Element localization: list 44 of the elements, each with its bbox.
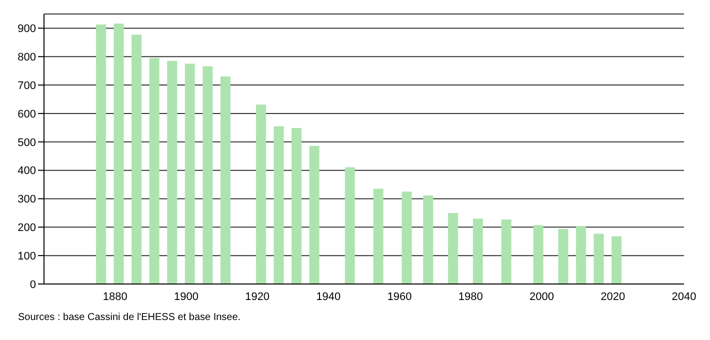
x-tick-label: 2040 [672,290,696,303]
x-tick-label: 1900 [174,290,198,303]
bar [96,24,106,284]
bar [256,104,266,284]
bar [423,195,434,284]
x-tick-label: 1880 [102,290,128,303]
x-tick-label: 2000 [530,290,554,303]
x-tick-label: 1960 [387,290,412,303]
source-note: Sources : base Cassini de l'EHESS et base Insee. [18,312,242,323]
bar [373,188,384,284]
x-tick-label: 1980 [458,290,483,303]
bar [558,228,568,284]
y-tick-label: 200 [18,222,36,234]
y-tick-label: 600 [18,108,36,120]
bar [344,167,355,284]
bar [402,192,412,284]
bar [167,60,178,284]
x-tick-label: 2020 [600,290,626,303]
bar [594,234,604,284]
y-tick-label: 400 [18,165,36,178]
bar [220,76,230,284]
bar [184,64,195,284]
y-tick-label: 700 [18,80,36,92]
bar [202,66,213,284]
bar [309,146,320,284]
bar [274,126,284,284]
bar [114,24,124,284]
bar [501,219,512,284]
x-tick-label: 1920 [245,290,270,303]
bar [612,236,622,284]
bar [292,128,302,284]
y-tick-label: 800 [18,52,36,64]
bar [472,218,483,284]
bar [448,212,458,284]
x-tick-label: 1940 [316,290,341,303]
bar [149,58,160,284]
y-tick-label: 300 [18,194,36,206]
y-tick-label: 0 [30,278,36,291]
bar [576,226,586,284]
y-tick-label: 900 [18,23,36,36]
bar [132,34,142,284]
y-tick-label: 500 [18,136,36,149]
y-tick-label: 100 [18,250,36,262]
bar [533,225,544,284]
